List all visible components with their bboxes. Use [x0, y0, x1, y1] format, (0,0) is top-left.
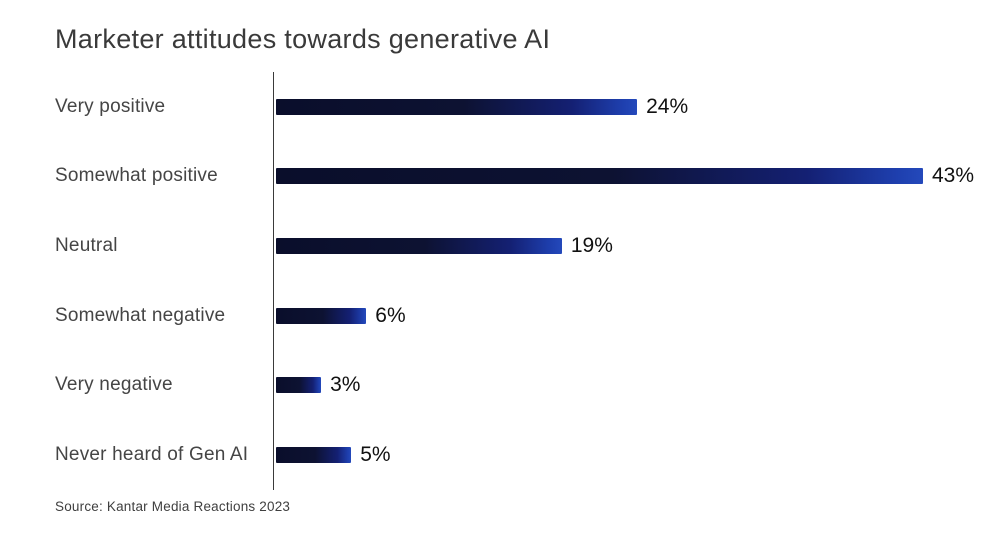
- bar: [276, 98, 638, 115]
- chart-row: Never heard of Gen AI 5%: [55, 420, 990, 490]
- bar-area: 43%: [273, 141, 990, 212]
- category-label: Somewhat positive: [55, 165, 218, 187]
- bar-area: 3%: [273, 350, 990, 421]
- chart-row: Very positive 24%: [55, 72, 990, 142]
- chart-row: Somewhat negative 6%: [55, 280, 990, 351]
- bar: [276, 377, 322, 394]
- chart-row: Very negative 3%: [55, 350, 990, 421]
- value-label: 19%: [570, 234, 613, 258]
- value-label: 24%: [646, 94, 689, 118]
- value-label: 6%: [375, 303, 406, 327]
- category-label: Somewhat negative: [55, 304, 226, 326]
- bar-area: 6%: [273, 280, 990, 351]
- chart-title: Marketer attitudes towards generative AI: [55, 24, 551, 54]
- chart-row: Somewhat positive 43%: [55, 141, 990, 212]
- value-label: 3%: [330, 373, 361, 397]
- bar: [276, 238, 562, 255]
- category-label: Neutral: [55, 235, 118, 257]
- value-label: 43%: [932, 164, 975, 188]
- bar-area: 5%: [273, 420, 990, 490]
- chart-row: Neutral 19%: [55, 211, 990, 281]
- category-label: Very negative: [55, 374, 173, 396]
- bar: [276, 307, 367, 324]
- source-note: Source: Kantar Media Reactions 2023: [55, 499, 291, 514]
- category-label: Very positive: [55, 95, 166, 117]
- bar: [276, 447, 352, 464]
- bar-chart-plot: Very positive 24% Somewhat positive 43% Neut…: [55, 72, 990, 490]
- bar-area: 19%: [273, 211, 990, 281]
- value-label: 5%: [360, 443, 391, 467]
- bar: [276, 168, 923, 185]
- bar-area: 24%: [273, 72, 990, 142]
- category-label: Never heard of Gen AI: [55, 444, 249, 466]
